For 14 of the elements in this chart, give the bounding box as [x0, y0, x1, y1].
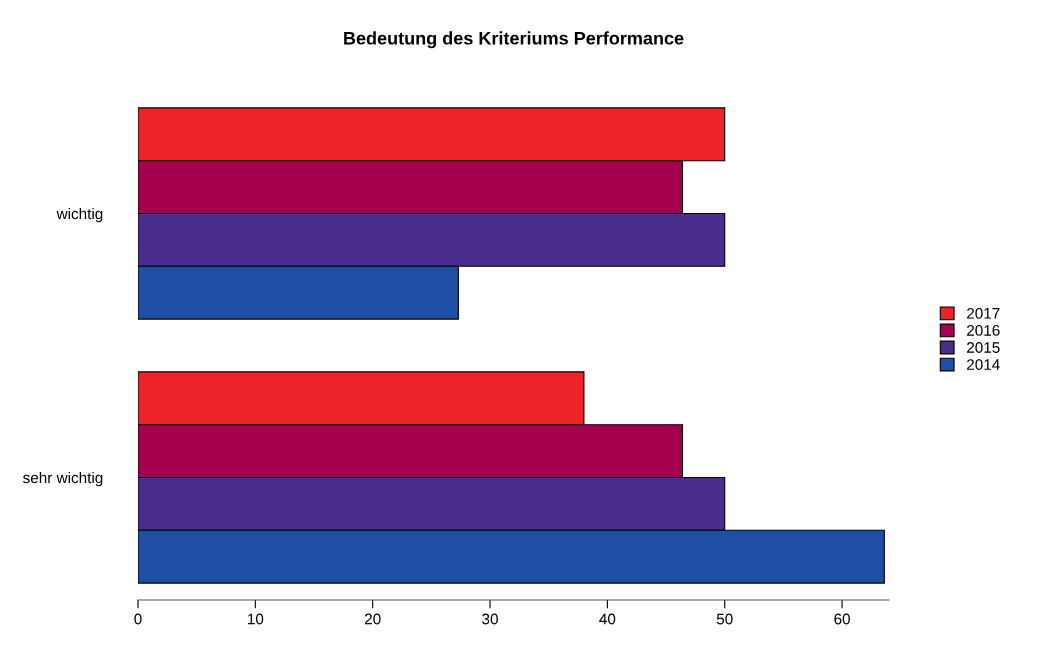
x-tick-label: 60 — [834, 613, 850, 625]
legend-label: 2014 — [967, 359, 1000, 370]
x-tick-label: 40 — [599, 613, 616, 625]
x-tick-label: 0 — [134, 613, 142, 625]
x-tick-label: 50 — [716, 613, 733, 625]
legend-label: 2015 — [967, 342, 1000, 353]
x-tick-label: 10 — [248, 613, 264, 625]
legend-label: 2017 — [967, 307, 1000, 319]
x-tick-label: 20 — [364, 613, 381, 625]
x-tick-label: 30 — [482, 613, 498, 625]
legend-label: 2016 — [967, 325, 1000, 336]
chart-title: Bedeutung des Kriteriums Performance — [344, 31, 684, 49]
y-tick-label: wichtig — [56, 207, 103, 223]
y-tick-label: sehr wichtig — [23, 471, 103, 487]
